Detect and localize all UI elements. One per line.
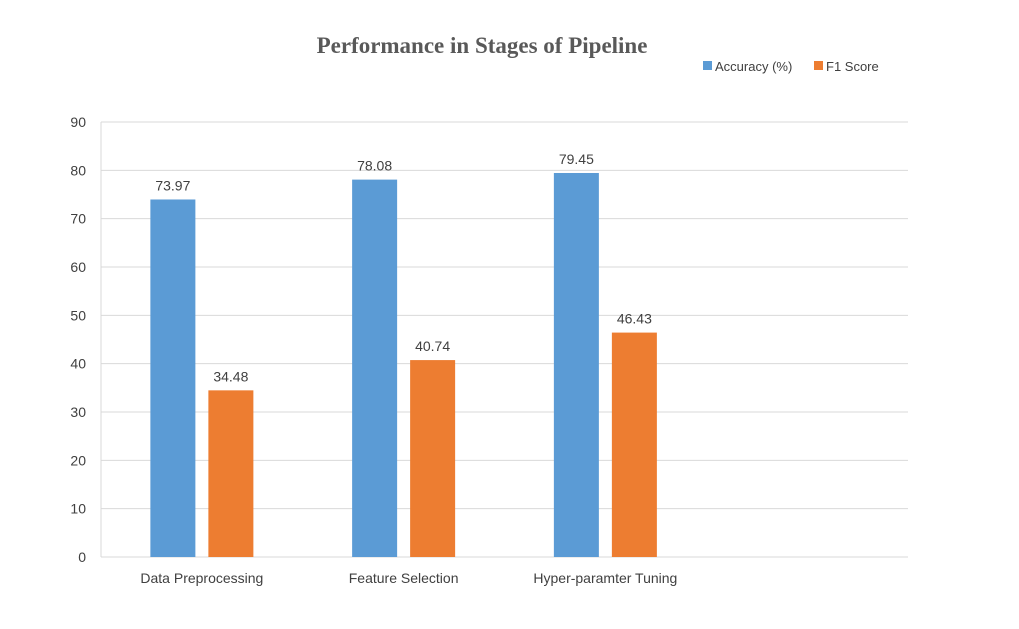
legend-swatch	[814, 61, 823, 70]
bar	[150, 199, 195, 557]
y-tick-label: 50	[70, 307, 86, 323]
legend: Accuracy (%) F1 Score	[703, 59, 879, 74]
bars	[150, 173, 657, 557]
data-label: 73.97	[155, 177, 190, 193]
y-tick-label: 80	[70, 162, 86, 178]
bar	[554, 173, 599, 557]
y-tick-label: 40	[70, 356, 86, 372]
y-tick-label: 10	[70, 501, 86, 517]
data-label: 34.48	[213, 368, 248, 384]
x-tick-label: Data Preprocessing	[140, 570, 263, 586]
data-label: 40.74	[415, 338, 450, 354]
bar	[208, 390, 253, 557]
bar	[410, 360, 455, 557]
chart-title: Performance in Stages of Pipeline	[317, 33, 648, 58]
x-tick-label: Feature Selection	[349, 570, 459, 586]
y-tick-label: 30	[70, 404, 86, 420]
y-tick-label: 20	[70, 452, 86, 468]
data-label: 79.45	[559, 151, 594, 167]
x-tick-label: Hyper-paramter Tuning	[533, 570, 677, 586]
y-tick-label: 90	[70, 114, 86, 130]
y-tick-label: 0	[78, 549, 86, 565]
y-axis: 0 10 20 30 40 50 60 70 80 90	[70, 114, 101, 565]
y-tick-label: 60	[70, 259, 86, 275]
bar	[352, 180, 397, 557]
y-tick-label: 70	[70, 211, 86, 227]
data-label: 46.43	[617, 311, 652, 327]
legend-label: F1 Score	[826, 59, 879, 74]
legend-label: Accuracy (%)	[715, 59, 792, 74]
bar	[612, 333, 657, 557]
data-label: 78.08	[357, 158, 392, 174]
x-axis: Data Preprocessing Feature Selection Hyper…	[140, 570, 677, 586]
legend-swatch	[703, 61, 712, 70]
